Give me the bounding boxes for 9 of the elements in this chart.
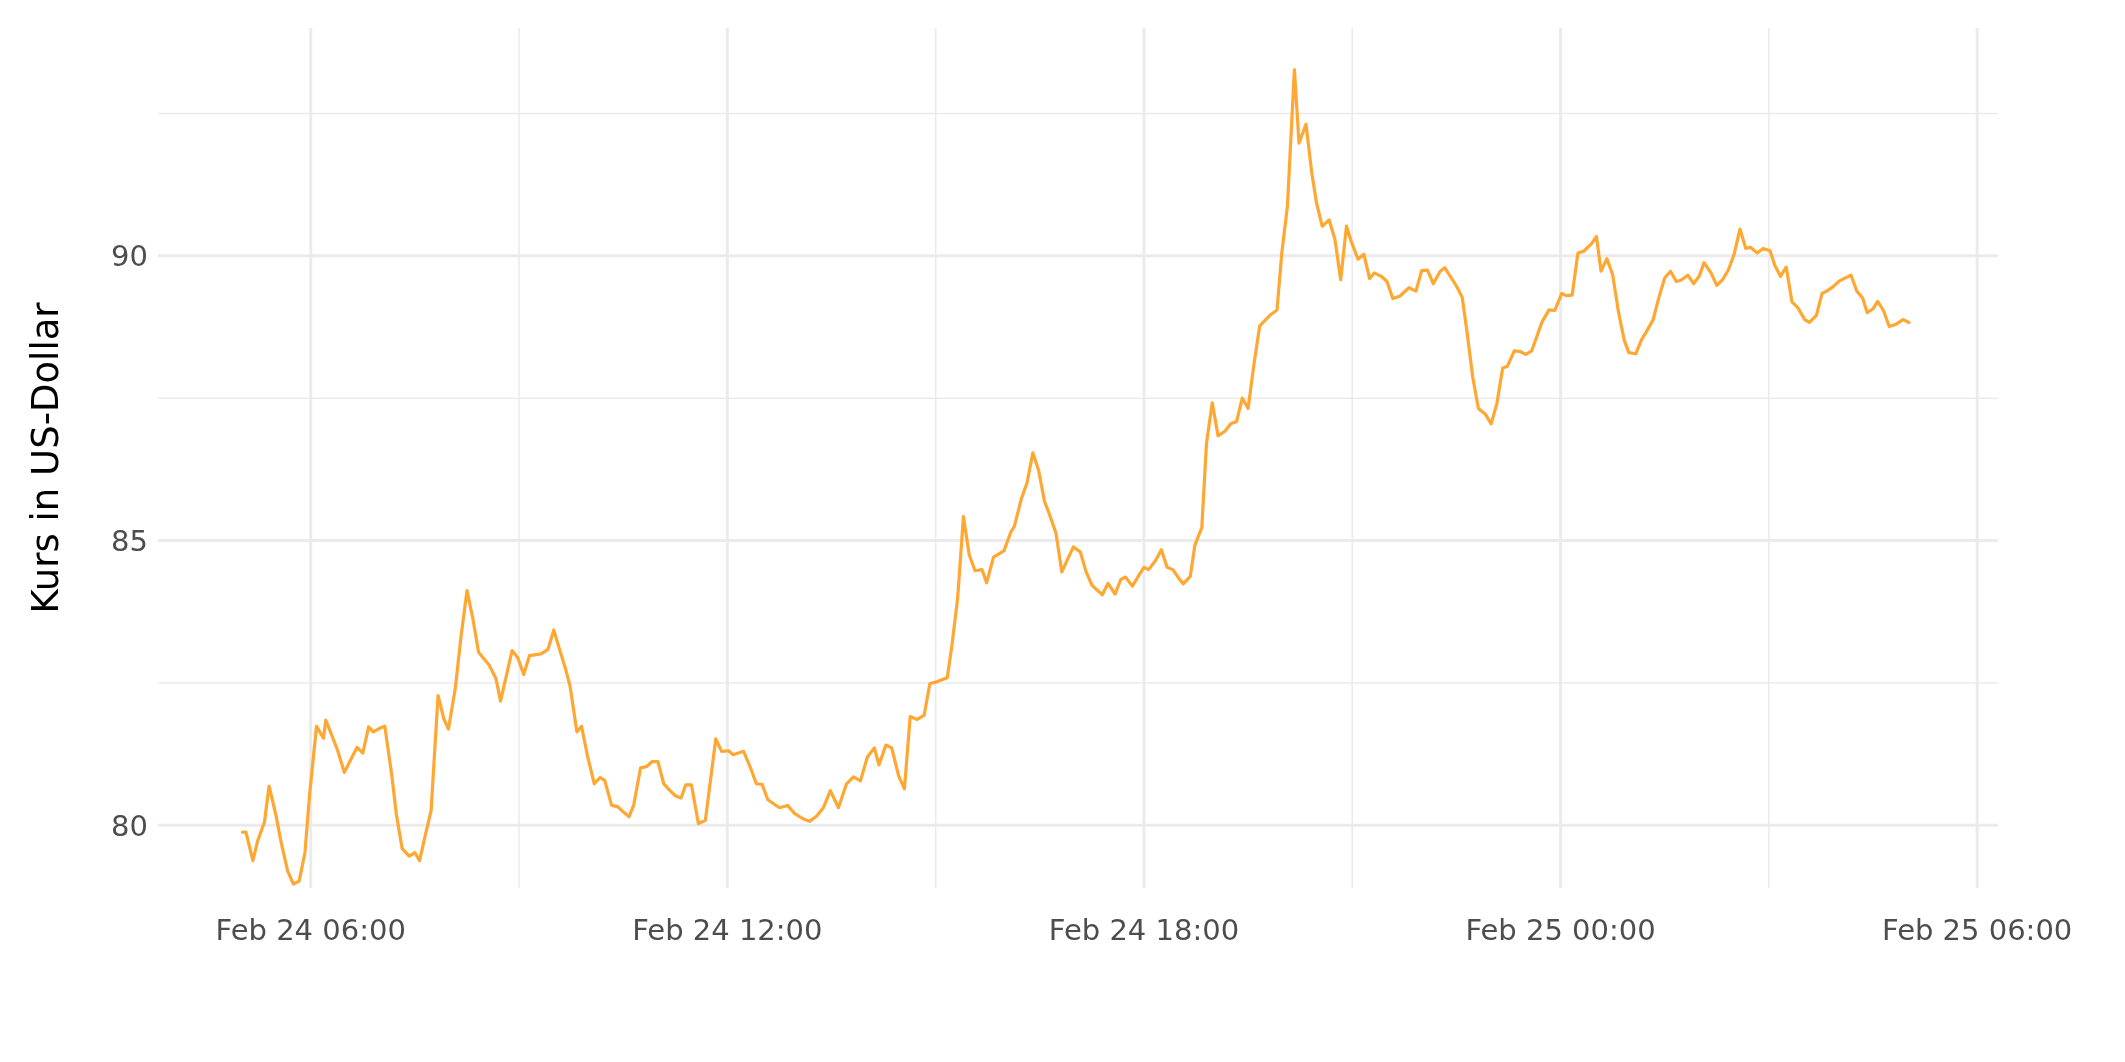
y-axis-title: Kurs in US-Dollar bbox=[24, 301, 67, 614]
y-tick-label: 90 bbox=[111, 238, 148, 273]
y-tick-label: 85 bbox=[111, 523, 148, 558]
x-tick-label: Feb 25 00:00 bbox=[1465, 913, 1656, 947]
x-tick-label: Feb 24 12:00 bbox=[632, 913, 823, 947]
x-tick-label: Feb 25 06:00 bbox=[1882, 913, 2073, 947]
x-tick-label: Feb 24 06:00 bbox=[215, 913, 406, 947]
y-tick-label: 80 bbox=[111, 808, 148, 843]
x-tick-label: Feb 24 18:00 bbox=[1048, 913, 1240, 947]
